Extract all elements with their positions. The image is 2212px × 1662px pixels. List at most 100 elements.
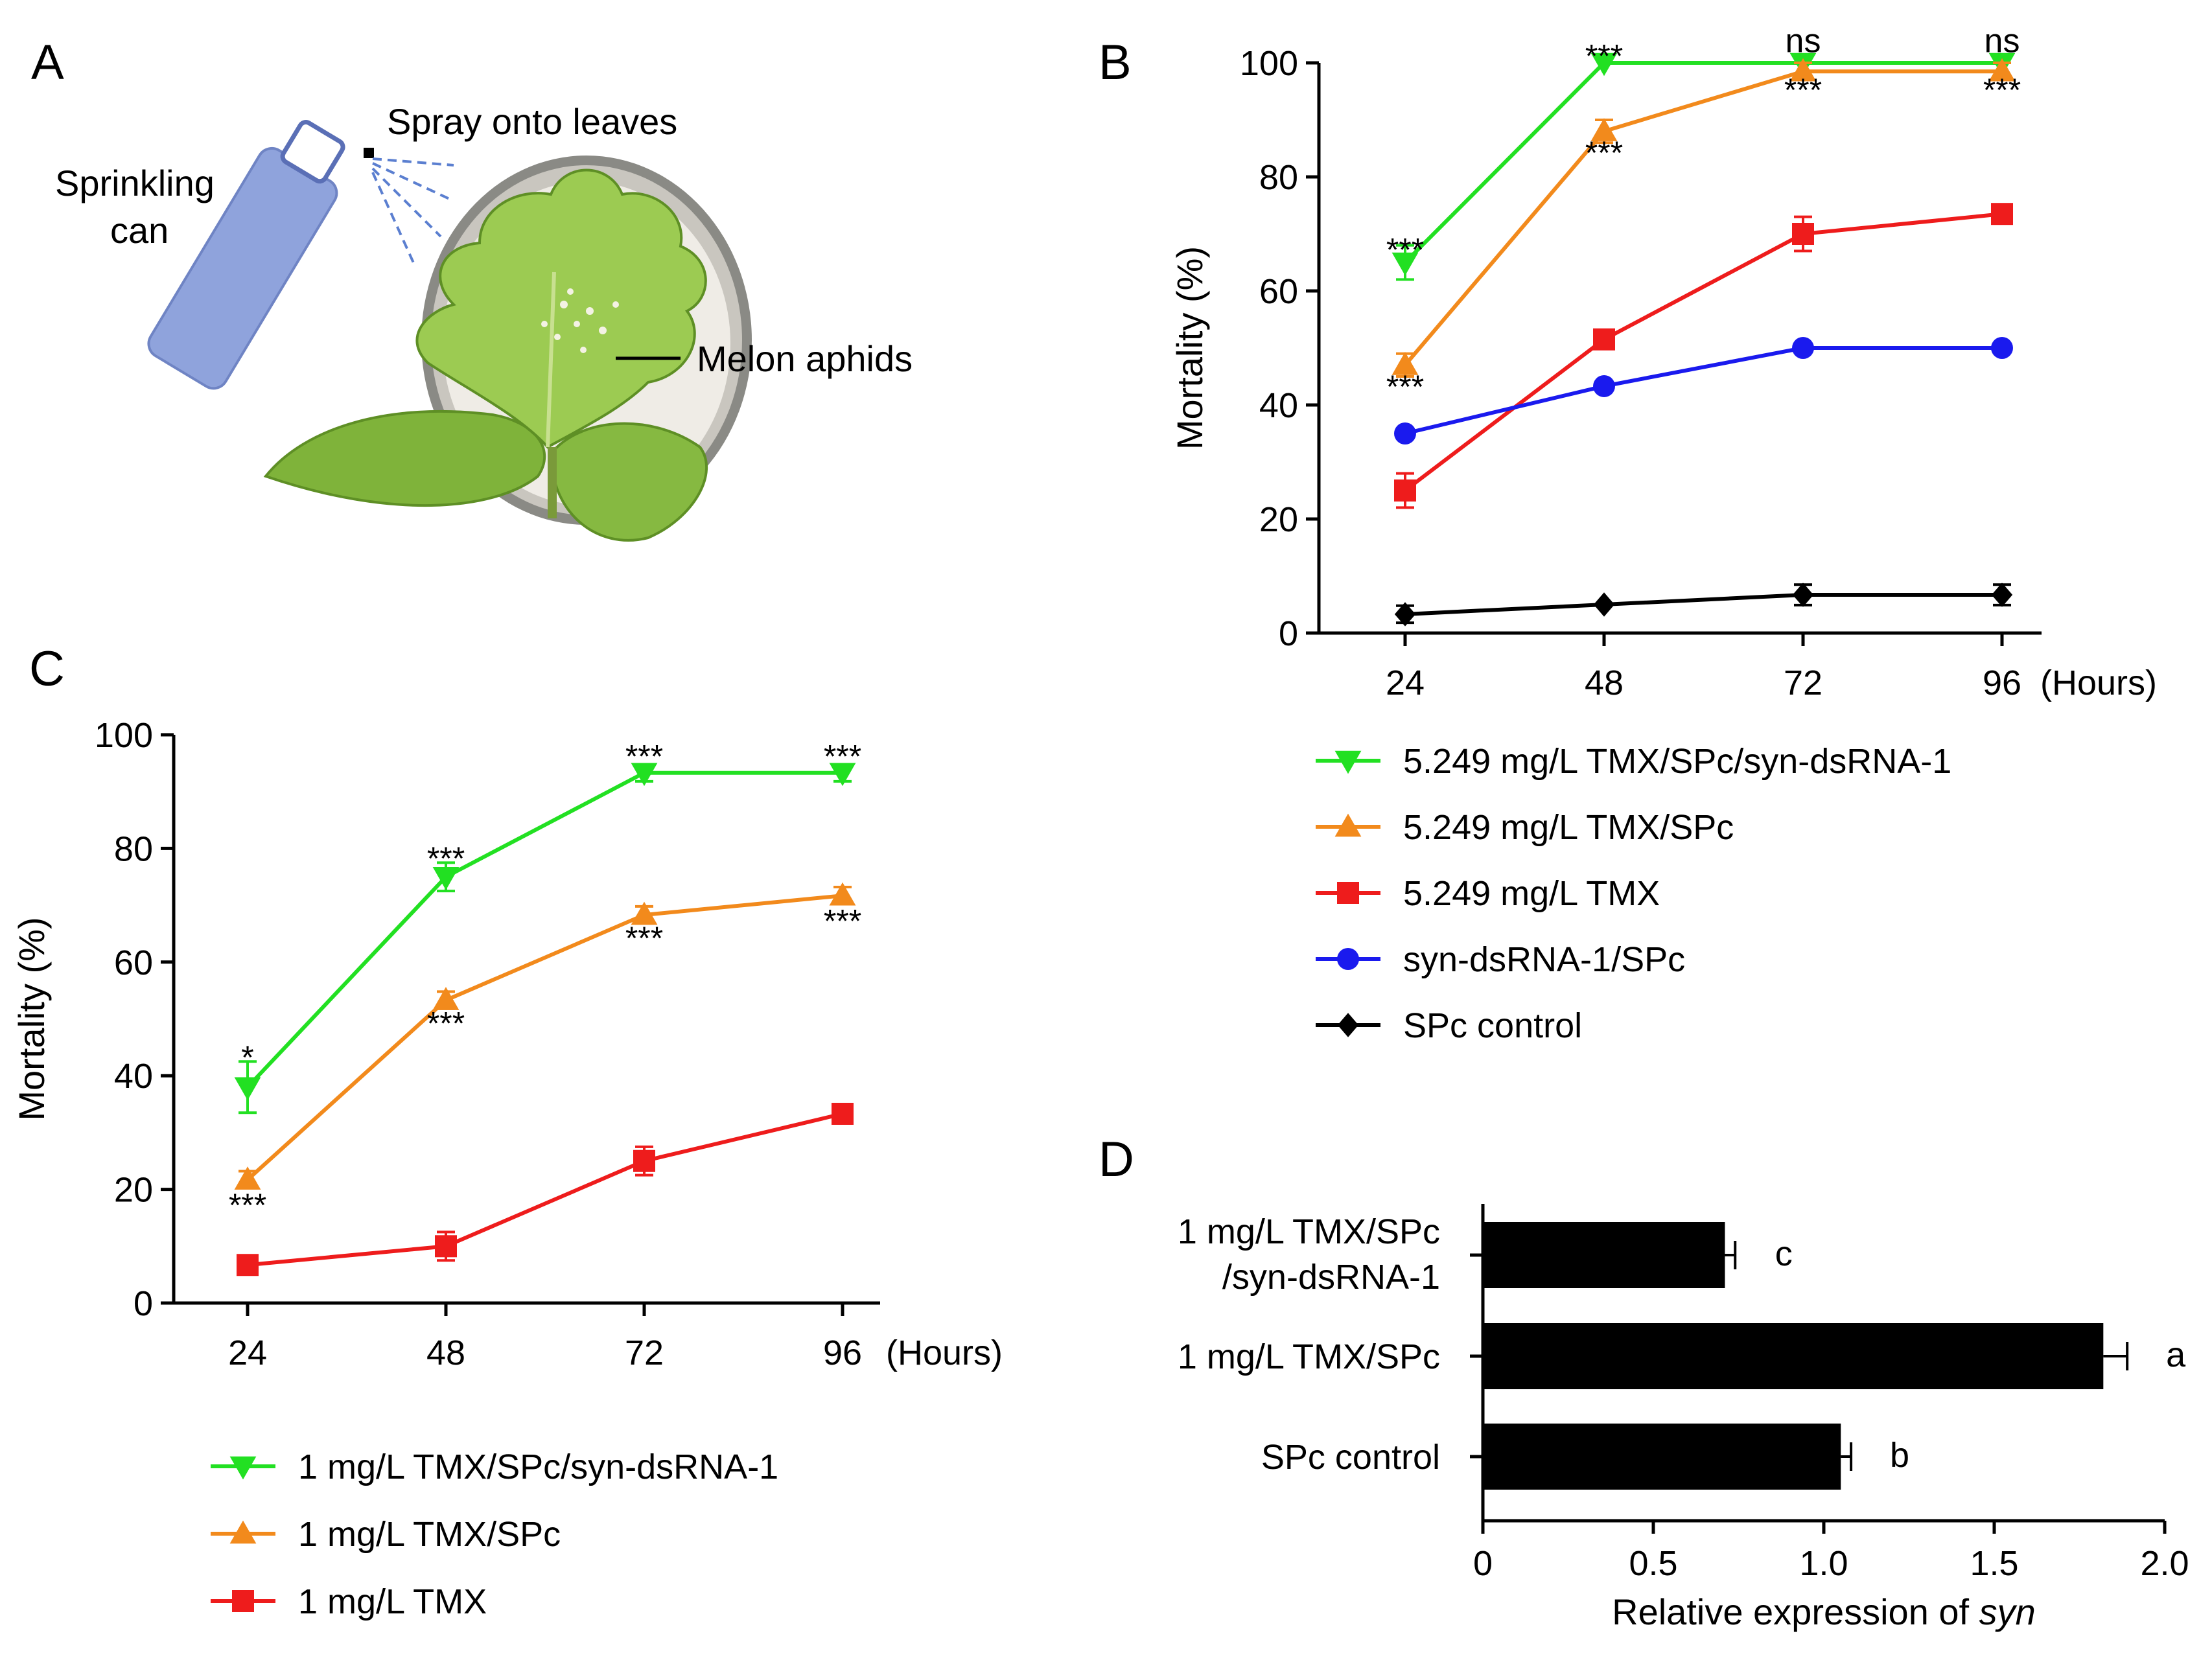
legend-marker xyxy=(1337,1013,1359,1037)
x-tick-label: 0.5 xyxy=(1629,1544,1677,1583)
significance-label: *** xyxy=(1386,232,1424,268)
y-tick-label: 100 xyxy=(1240,44,1298,83)
y-tick-label: 20 xyxy=(114,1171,153,1210)
data-point xyxy=(1792,223,1814,245)
can-nozzle-head xyxy=(280,120,345,184)
y-tick-label: 80 xyxy=(114,829,153,868)
panel-d-letter: D xyxy=(1099,1132,1134,1187)
stem xyxy=(548,447,557,518)
y-tick-label: 60 xyxy=(114,943,153,982)
x-axis-title-prefix: Relative expression of xyxy=(1612,1591,1979,1632)
x-tick-label: 72 xyxy=(1784,664,1822,702)
legend-marker xyxy=(229,1456,257,1480)
data-point xyxy=(234,1166,261,1190)
panel-a: A xyxy=(31,35,913,542)
panel-c-letter: C xyxy=(29,641,65,697)
x-tick-label: 96 xyxy=(823,1333,862,1372)
x-tick-label: 48 xyxy=(1585,664,1624,702)
data-point xyxy=(633,1149,655,1172)
significance-label: ns xyxy=(1786,23,1821,60)
data-point xyxy=(1792,583,1814,607)
legend-marker xyxy=(1334,813,1362,837)
significance-label: *** xyxy=(824,738,861,774)
plant-illustration xyxy=(263,168,708,542)
x-tick-label: 0 xyxy=(1473,1544,1493,1583)
aphid-dots xyxy=(541,288,619,353)
data-point xyxy=(1590,118,1618,141)
data-point xyxy=(1394,422,1416,444)
data-point xyxy=(1988,58,2016,82)
significance-label: *** xyxy=(1386,369,1424,405)
right-leaf xyxy=(549,422,708,542)
data-point xyxy=(1789,58,1817,82)
significance-label: *** xyxy=(229,1187,266,1223)
panel-d-chart: D 0 0.5 1.0 1.5 2.0 Relative expression of sy… xyxy=(1099,1132,2189,1632)
significance-letter: b xyxy=(1890,1436,1909,1475)
data-point xyxy=(1590,52,1618,76)
spray-label: Spray onto leaves xyxy=(387,101,677,142)
category-label-line2: /syn-dsRNA-1 xyxy=(1222,1258,1440,1297)
can-label-line1: Sprinkling xyxy=(55,163,215,203)
series-line xyxy=(1404,593,2002,616)
y-tick-label: 20 xyxy=(1259,500,1298,539)
y-tick-label: 100 xyxy=(95,716,153,755)
y-axis-title: Mortality (%) xyxy=(11,917,52,1120)
bar xyxy=(1483,1222,1725,1288)
bar xyxy=(1483,1323,2104,1389)
series-line xyxy=(246,770,843,1089)
data-point xyxy=(1991,203,2013,225)
data-point xyxy=(1792,337,1814,359)
legend-marker xyxy=(1334,750,1362,774)
legend-label: SPc control xyxy=(1403,1006,1582,1045)
legend-marker xyxy=(1337,948,1359,970)
data-point xyxy=(435,1235,457,1258)
panel-b-chart: B 0 20 40 60 80 100 24 48 72 96 (Hours) Mortality (… xyxy=(1099,23,2157,1045)
series-line xyxy=(1404,346,2002,435)
data-point xyxy=(829,882,856,906)
data-point xyxy=(631,901,658,925)
x-tick-label: 2.0 xyxy=(2140,1544,2189,1583)
x-axis-title: Relative expression of syn xyxy=(1612,1591,2036,1632)
legend-marker xyxy=(1337,882,1359,904)
legend-label: syn-dsRNA-1/SPc xyxy=(1403,940,1685,979)
x-tick-label: 48 xyxy=(426,1333,465,1372)
x-tick-label: 24 xyxy=(1386,664,1425,702)
series-line xyxy=(1404,212,2003,492)
center-leaf xyxy=(415,168,707,449)
left-leaf xyxy=(263,410,546,507)
leaf-vein xyxy=(546,271,556,448)
legend-label: 1 mg/L TMX/SPc/syn-dsRNA-1 xyxy=(298,1448,778,1486)
category-label: SPc control xyxy=(1261,1438,1440,1477)
significance-label: *** xyxy=(1784,72,1822,108)
significance-label: *** xyxy=(625,920,663,956)
x-tick-label: 1.0 xyxy=(1799,1544,1848,1583)
significance-label: *** xyxy=(1983,72,2021,108)
data-point xyxy=(1394,602,1416,627)
x-tick-label: 1.5 xyxy=(1970,1544,2018,1583)
x-tick-label: 96 xyxy=(1983,664,2021,702)
data-point xyxy=(1391,352,1419,375)
legend-marker xyxy=(232,1590,254,1612)
data-point xyxy=(432,866,460,890)
significance-letter: a xyxy=(2166,1335,2186,1374)
data-point xyxy=(234,1077,261,1101)
y-tick-label: 40 xyxy=(1259,386,1298,425)
data-point xyxy=(832,1102,854,1125)
significance-label: *** xyxy=(1585,38,1623,74)
x-tick-label: 24 xyxy=(228,1333,267,1372)
y-tick-label: 0 xyxy=(134,1284,153,1323)
category-label-line1: 1 mg/L TMX/SPc xyxy=(1178,1212,1440,1251)
data-point xyxy=(1593,328,1615,351)
data-point xyxy=(1394,479,1416,502)
series-line xyxy=(1403,61,2002,264)
significance-label: *** xyxy=(824,903,861,940)
data-point xyxy=(237,1254,259,1276)
series-line xyxy=(1403,69,2002,367)
legend-marker xyxy=(229,1520,257,1544)
legend-label: 5.249 mg/L TMX/SPc/syn-dsRNA-1 xyxy=(1403,742,1951,781)
y-tick-label: 40 xyxy=(114,1057,153,1096)
significance-label: *** xyxy=(427,840,465,877)
legend-label: 5.249 mg/L TMX/SPc xyxy=(1403,808,1734,847)
legend-label: 1 mg/L TMX xyxy=(298,1582,487,1621)
x-tick-label: 72 xyxy=(625,1333,664,1372)
